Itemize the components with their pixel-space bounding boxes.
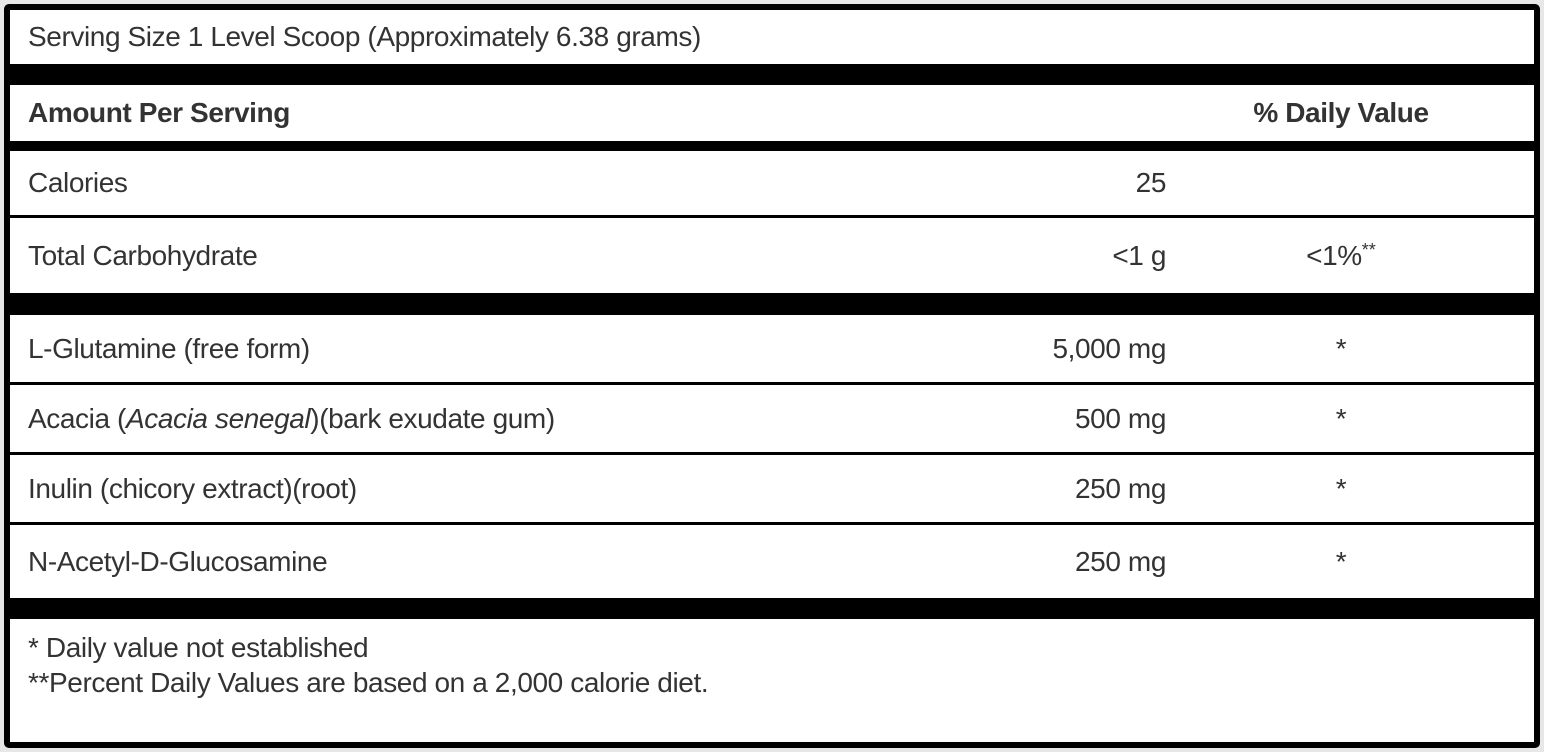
- ingredient-name: N-Acetyl-D-Glucosamine: [28, 546, 946, 578]
- column-header-row: Amount Per Serving % Daily Value: [10, 85, 1534, 141]
- ingredient-amount: 250 mg: [1075, 472, 1166, 504]
- ingredient-row-inulin: Inulin (chicory extract)(root) 250 mg *: [10, 455, 1534, 525]
- ingredient-name-text: L-Glutamine (free form): [28, 332, 310, 364]
- total-carbohydrate-row: Total Carbohydrate <1 g <1%**: [10, 218, 1534, 293]
- ingredient-row-n-acetyl-d-glucosamine: N-Acetyl-D-Glucosamine 250 mg *: [10, 525, 1534, 598]
- ingredient-name-text: Inulin (chicory extract)(root): [28, 472, 357, 504]
- serving-size-row: Serving Size 1 Level Scoop (Approximatel…: [10, 10, 1534, 64]
- ingredient-amount: 5,000 mg: [1052, 332, 1166, 364]
- calories-row: Calories 25: [10, 151, 1534, 218]
- footnote-percent-daily-values: **Percent Daily Values are based on a 2,…: [28, 667, 709, 698]
- divider-thick-middle: [10, 293, 1534, 315]
- ingredient-name-text: Acacia (: [28, 402, 126, 434]
- ingredient-daily-value: *: [1335, 402, 1347, 434]
- supplement-facts-label: Serving Size 1 Level Scoop (Approximatel…: [4, 4, 1540, 748]
- serving-size-text: Serving Size 1 Level Scoop (Approximatel…: [28, 21, 701, 52]
- amount-per-serving-header: Amount Per Serving: [28, 97, 290, 128]
- ingredient-amount: 250 mg: [1075, 545, 1166, 577]
- calories-label: Calories: [28, 167, 128, 198]
- footnote-daily-value-not-established: * Daily value not established: [28, 632, 369, 663]
- daily-value-footnote-marker: **: [1361, 240, 1376, 261]
- ingredient-row-acacia: Acacia (Acacia senegal)(bark exudate gum…: [10, 385, 1534, 455]
- total-carbohydrate-label: Total Carbohydrate: [28, 239, 258, 271]
- ingredient-name-latin: Acacia senegal: [125, 402, 311, 434]
- ingredient-daily-value: *: [1335, 545, 1347, 577]
- ingredient-amount: 500 mg: [1075, 402, 1166, 434]
- ingredient-name-suffix: )(bark exudate gum): [310, 402, 555, 434]
- ingredient-name-text: N-Acetyl-D-Glucosamine: [28, 545, 328, 577]
- ingredient-name: L-Glutamine (free form): [28, 333, 946, 365]
- total-carbohydrate-daily-value: <1%**: [1166, 240, 1516, 272]
- daily-value-text: <1%: [1306, 239, 1362, 271]
- divider-thick-top: [10, 64, 1534, 85]
- divider-medium-under-header: [10, 141, 1534, 151]
- ingredient-daily-value: *: [1335, 332, 1347, 364]
- calories-amount: 25: [1135, 167, 1167, 198]
- divider-thick-bottom: [10, 598, 1534, 619]
- ingredient-name: Inulin (chicory extract)(root): [28, 473, 946, 505]
- ingredient-row-l-glutamine: L-Glutamine (free form) 5,000 mg *: [10, 315, 1534, 385]
- daily-value-header: % Daily Value: [1253, 97, 1429, 128]
- ingredient-daily-value: *: [1335, 472, 1347, 504]
- footnotes: * Daily value not established **Percent …: [10, 619, 1534, 742]
- ingredient-name: Acacia (Acacia senegal)(bark exudate gum…: [28, 403, 946, 435]
- total-carbohydrate-amount: <1 g: [1112, 239, 1166, 271]
